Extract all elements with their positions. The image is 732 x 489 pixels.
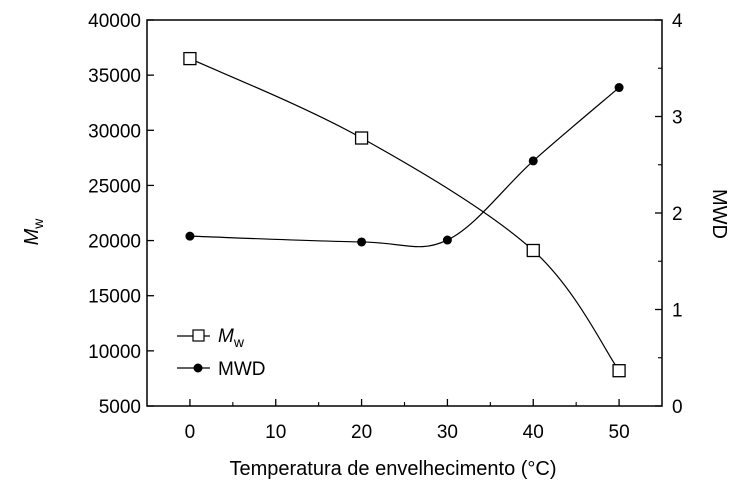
x-tick-label: 30: [437, 422, 458, 443]
left-y-title-main: M: [21, 228, 43, 245]
legend-item-mwd: MWD: [177, 359, 265, 380]
right-tick-label: 0: [672, 397, 683, 418]
left-tick-label: 30000: [88, 121, 141, 142]
mw-point: [526, 243, 540, 258]
x-tick-label: 0: [185, 422, 196, 443]
left-tick-label: 15000: [88, 287, 141, 308]
left-axis: 5000 10000 15000 20000 25000 30000 35000 40000: [88, 11, 154, 418]
left-tick-label: 10000: [88, 342, 141, 363]
right-axis: 0 1 2 3 4: [655, 11, 683, 418]
mw-point: [183, 51, 197, 66]
mw-point: [612, 364, 626, 378]
mw-point: [354, 131, 369, 145]
right-tick-label: 1: [672, 301, 683, 322]
mwd-point: [614, 83, 624, 93]
x-tick-label: 20: [351, 422, 372, 443]
left-tick-label: 5000: [99, 397, 141, 418]
left-y-title-sub: w: [30, 218, 46, 230]
bottom-axis: 0 10 20 30 40 50: [185, 399, 630, 443]
legend-marker-mwd: [193, 363, 203, 373]
mwd-point: [357, 237, 367, 247]
left-tick-label: 25000: [88, 176, 141, 197]
legend-label-mw-sub: w: [233, 334, 245, 350]
right-tick-label: 3: [672, 108, 683, 129]
mwd-point: [185, 231, 195, 241]
legend-item-mw: Mw: [177, 326, 245, 350]
right-y-axis-title: MWD: [708, 189, 730, 239]
legend-label-mw: Mw: [218, 326, 245, 350]
mwd-fit-curve: [189, 87, 620, 248]
x-tick-label: 50: [609, 422, 630, 443]
x-tick-label: 10: [265, 422, 286, 443]
mwd-point: [528, 156, 538, 166]
plot-frame: [146, 19, 663, 407]
legend: Mw MWD: [177, 326, 265, 380]
mw-fit-curve: [189, 58, 620, 372]
data-points: [183, 51, 626, 378]
left-tick-label: 20000: [88, 232, 141, 253]
right-tick-label: 2: [672, 204, 683, 225]
right-tick-label: 4: [672, 11, 683, 32]
left-tick-label: 40000: [88, 11, 141, 32]
x-axis-title: Temperatura de envelhecimento (°C): [229, 458, 556, 480]
fit-curves: [189, 58, 620, 372]
legend-marker-mw: [192, 329, 205, 342]
left-tick-label: 35000: [88, 66, 141, 87]
plot-border: [146, 19, 663, 407]
legend-label-mw-main: M: [218, 326, 234, 347]
legend-label-mwd: MWD: [218, 359, 265, 380]
mwd-point: [442, 235, 452, 245]
x-tick-label: 40: [523, 422, 544, 443]
left-y-axis-title: Mw: [21, 218, 46, 246]
